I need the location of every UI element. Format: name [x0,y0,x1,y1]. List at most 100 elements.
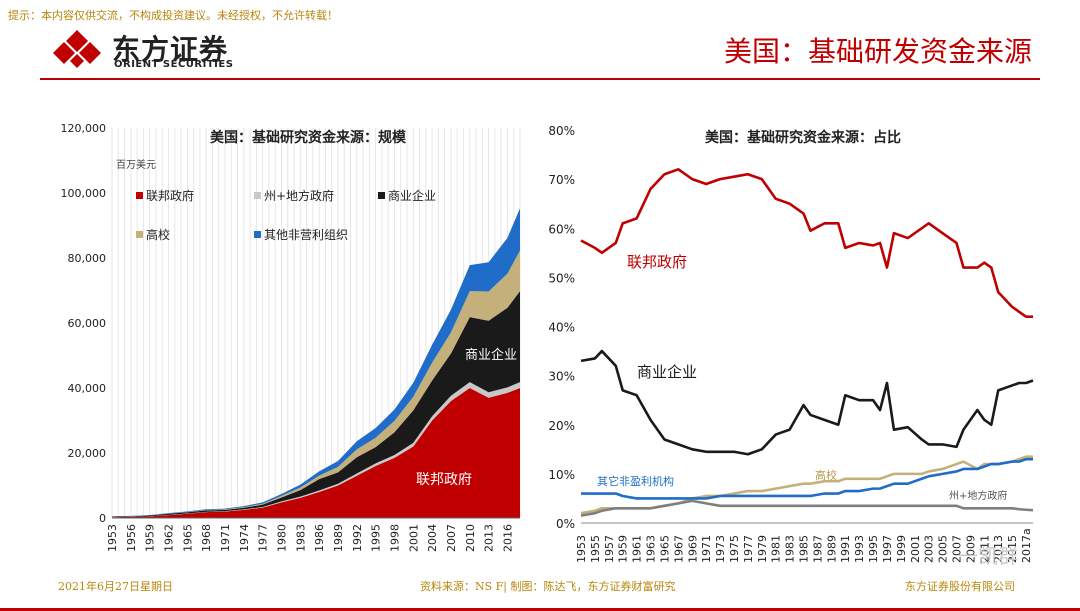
x-tick-label: 1991 [839,535,852,563]
x-tick-label: 2010 [464,524,477,552]
y-tick-label: 70% [548,173,575,187]
line-series [580,349,1034,456]
line-series [580,167,1033,318]
x-tick-label: 1953 [575,535,588,563]
chart-title: 美国：基础研究资金来源：占比 [705,129,901,146]
watermark-text: 一凯群 [958,544,1018,568]
footer-company: 东方证券股份有限公司 [905,580,1015,593]
legend-swatch [136,192,143,199]
brand-logo: 东方证券 ORIENT SECURITIES [52,28,312,72]
x-tick-label: 1985 [798,535,811,563]
legend-label: 其他非营利组织 [264,228,348,242]
line-series [581,457,1033,500]
brand-mark-icon [53,30,101,68]
x-tick-label: 2001 [407,524,420,552]
x-tick-label: 1977 [742,535,755,563]
x-tick-label: 2003 [923,535,936,563]
x-tick-label: 1987 [811,535,824,563]
x-tick-label: 1997 [881,535,894,563]
x-tick-label: 1962 [162,524,175,552]
y-tick-label: 120,000 [61,122,107,135]
x-tick-label: 1998 [388,524,401,552]
x-tick-label: 1986 [313,524,326,552]
y-tick-label: 80,000 [68,252,107,265]
x-tick-label: 1974 [238,524,251,552]
x-tick-label: 1980 [275,524,288,552]
series-label: 其它非盈利机构 [597,474,674,488]
x-tick-label: 2015 [1006,535,1019,563]
y-tick-label: 20% [548,419,575,433]
brand-name-cn: 东方证券 [112,33,229,66]
x-tick-label: 1999 [895,535,908,563]
x-tick-label: 1977 [257,524,270,552]
footer-source: 资料来源：NS F| 制图：陈达飞，东方证券财富研究 [420,580,676,593]
x-tick-label: 1957 [603,535,616,563]
x-tick-label: 1992 [351,524,364,552]
legend-label: 高校 [146,227,170,242]
x-tick-label: 2011 [978,535,991,563]
x-tick-label: 1961 [631,535,644,563]
unit-label: 百万美元 [116,158,156,171]
x-tick-label: 2013 [483,524,496,552]
series-label: 商业企业 [637,363,697,381]
disclaimer-text: 提示：本内容仅供交流，不构成投资建议。未经授权，不允许转载！ [8,9,338,22]
x-tick-label: 1973 [714,535,727,563]
x-tick-label: 2009 [964,535,977,563]
y-tick-label: 30% [548,370,575,384]
y-tick-label: 0 [99,512,106,525]
y-tick-label: 20,000 [68,447,107,460]
x-tick-label: 1983 [784,535,797,563]
x-tick-label: 2007 [951,535,964,563]
x-tick-label: 2007 [445,524,458,552]
x-tick-label: 1993 [853,535,866,563]
x-tick-label: 1968 [200,524,213,552]
x-tick-label: 1981 [770,535,783,563]
x-tick-label: 1989 [332,524,345,552]
chart-scale-area: 0 20,000 40,000 60,000 80,000 100,000 120,000 1… [61,122,521,552]
x-tick-label: 1953 [106,524,119,552]
annotation-label: 联邦政府 [416,472,472,488]
y-tick-label: 40,000 [68,382,107,395]
x-tick-label: 1989 [825,535,838,563]
x-tick-label: 1975 [728,535,741,563]
x-tick-label: 1995 [867,535,880,563]
footer-date: 2021年6月27日星期日 [58,580,173,593]
legend-label: 州+地方政府 [264,188,334,203]
x-tick-label: 1959 [144,524,157,552]
series-label: 高校 [815,468,837,482]
area-series [112,388,520,518]
y-tick-label: 100,000 [61,187,107,200]
y-tick-label: 50% [548,271,575,285]
x-tick-label: 1965 [658,535,671,563]
x-tick-label: 1971 [700,535,713,563]
x-tick-label: 1969 [686,535,699,563]
x-tick-label: 1956 [125,524,138,552]
x-tick-label: 1967 [672,535,685,563]
line-series [580,499,1034,517]
y-tick-label: 10% [548,468,575,482]
area-series [112,291,520,518]
legend-label: 联邦政府 [146,188,194,203]
bottom-rule [0,608,1080,611]
x-tick-label: 1963 [645,535,658,563]
y-tick-label: 40% [548,321,575,335]
title-divider [40,78,1040,80]
series-label: 联邦政府 [627,253,687,271]
series-label: 州+地方政府 [949,489,1007,502]
legend-swatch [254,192,261,199]
chart-share-line: 0%10%20%30%40%50%60%70%80%1953 1955 1957 19… [548,124,1034,563]
y-tick-label: 80% [548,124,575,138]
legend-swatch [254,231,261,238]
x-tick-label: 1971 [219,524,232,552]
y-tick-label: 0% [556,517,575,531]
chart-title: 美国：基础研究资金来源：规模 [210,129,407,146]
x-tick-label: 2016 [501,524,514,552]
page-title: 美国：基础研发资金来源 [723,35,1032,68]
x-tick-label: 2004 [426,524,439,552]
y-tick-label: 60,000 [68,317,107,330]
brand-name-en: ORIENT SECURITIES [114,59,234,70]
legend-label: 商业企业 [388,188,436,203]
annotation-label: 商业企业 [465,347,517,363]
x-tick-label: 2001 [909,535,922,563]
y-tick-label: 60% [548,222,575,236]
